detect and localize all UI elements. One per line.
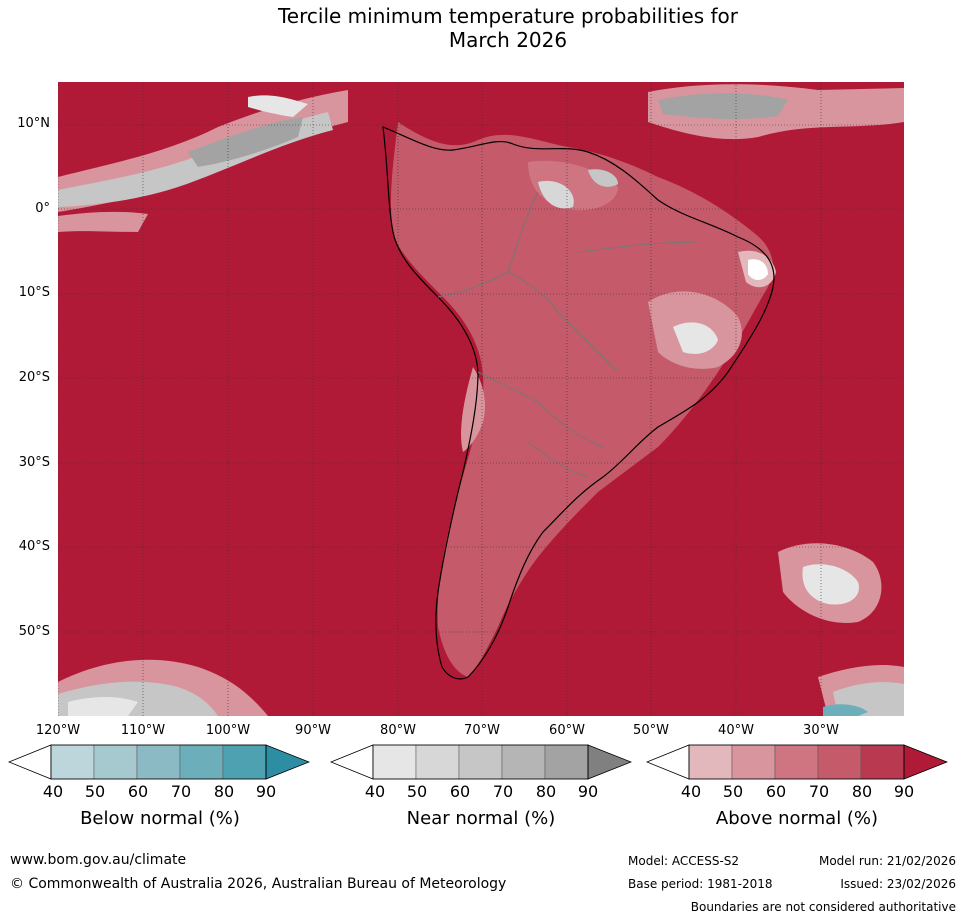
- probability-map: [58, 82, 904, 716]
- near-normal-colorbar: [330, 744, 632, 780]
- colorbar-segment: [415, 744, 460, 780]
- above-tick-90: 90: [893, 782, 915, 801]
- below-tick-40: 40: [42, 782, 64, 801]
- near-normal-patches: [58, 84, 904, 716]
- model-run-date: Model run: 21/02/2026: [818, 854, 956, 868]
- country-borders: [437, 191, 699, 478]
- lon-label-70w: 70°W: [464, 723, 500, 738]
- bom-url: www.bom.gov.au/climate: [10, 852, 187, 868]
- below-tick-80: 80: [213, 782, 235, 801]
- colorbar-segment: [50, 744, 95, 780]
- below-normal-colorbar: [8, 744, 310, 780]
- above-tick-70: 70: [808, 782, 830, 801]
- lon-label-40w: 40°W: [718, 723, 754, 738]
- colorbar-max-extend: [903, 744, 948, 780]
- colorbar-segment: [222, 744, 267, 780]
- copyright-notice: © Commonwealth of Australia 2026, Austra…: [10, 876, 507, 892]
- base-period: Base period: 1981-2018: [628, 877, 773, 891]
- near-tick-80: 80: [535, 782, 557, 801]
- colorbar-max-extend: [265, 744, 310, 780]
- lat-label-10s: 10°S: [18, 285, 50, 300]
- title-line-2: March 2026: [448, 28, 568, 52]
- colorbar-outline: [688, 744, 905, 780]
- lat-label-40s: 40°S: [18, 539, 50, 554]
- near-tick-40: 40: [364, 782, 386, 801]
- colorbar-outline: [50, 744, 267, 780]
- colorbar-segment: [372, 744, 417, 780]
- lat-label-50s: 50°S: [18, 624, 50, 639]
- lon-label-50w: 50°W: [633, 723, 669, 738]
- title-line-1: Tercile minimum temperature probabilitie…: [277, 4, 739, 28]
- lon-label-80w: 80°W: [380, 723, 416, 738]
- lat-label-20s: 20°S: [18, 370, 50, 385]
- above-tick-60: 60: [765, 782, 787, 801]
- below-tick-90: 90: [255, 782, 277, 801]
- lon-label-110w: 110°W: [120, 723, 166, 738]
- near-tick-70: 70: [492, 782, 514, 801]
- colorbar-min-extend: [646, 744, 690, 780]
- lon-label-60w: 60°W: [549, 723, 585, 738]
- gridlines: [58, 82, 904, 716]
- below-normal-title: Below normal (%): [80, 808, 240, 829]
- colorbar-segment: [544, 744, 589, 780]
- issued-date: Issued: 23/02/2026: [840, 877, 956, 891]
- colorbar-segment: [458, 744, 503, 780]
- lon-label-120w: 120°W: [35, 723, 81, 738]
- lat-label-30s: 30°S: [18, 455, 50, 470]
- lon-label-90w: 90°W: [295, 723, 331, 738]
- colorbar-outline: [372, 744, 589, 780]
- above-tick-40: 40: [680, 782, 702, 801]
- below-tick-60: 60: [127, 782, 149, 801]
- near-tick-90: 90: [577, 782, 599, 801]
- colorbar-max-extend: [587, 744, 632, 780]
- colorbar-segment: [817, 744, 862, 780]
- above-tick-50: 50: [722, 782, 744, 801]
- colorbar-segment: [774, 744, 819, 780]
- below-tick-70: 70: [170, 782, 192, 801]
- boundaries-disclaimer: Boundaries are not considered authoritat…: [690, 900, 956, 914]
- near-tick-50: 50: [406, 782, 428, 801]
- colorbar-segment: [93, 744, 138, 780]
- colorbar-segment: [860, 744, 905, 780]
- lon-label-30w: 30°W: [803, 723, 839, 738]
- colorbar-min-extend: [330, 744, 374, 780]
- colorbar-segment: [501, 744, 546, 780]
- lat-label-0: 0°: [35, 201, 50, 216]
- land-above-normal: [390, 122, 776, 677]
- below-tick-50: 50: [84, 782, 106, 801]
- colorbar-segment: [688, 744, 733, 780]
- model-name: Model: ACCESS-S2: [628, 854, 740, 868]
- above-normal-title: Above normal (%): [715, 808, 879, 829]
- colorbar-segment: [179, 744, 224, 780]
- lat-label-10n: 10°N: [17, 116, 50, 131]
- colorbar-segment: [731, 744, 776, 780]
- lon-label-100w: 100°W: [205, 723, 251, 738]
- above-normal-colorbar: [646, 744, 948, 780]
- near-normal-title: Near normal (%): [406, 808, 556, 829]
- above-tick-80: 80: [851, 782, 873, 801]
- map-title: Tercile minimum temperature probabilitie…: [0, 4, 965, 52]
- colorbar-segment: [136, 744, 181, 780]
- colorbar-min-extend: [8, 744, 52, 780]
- near-tick-60: 60: [449, 782, 471, 801]
